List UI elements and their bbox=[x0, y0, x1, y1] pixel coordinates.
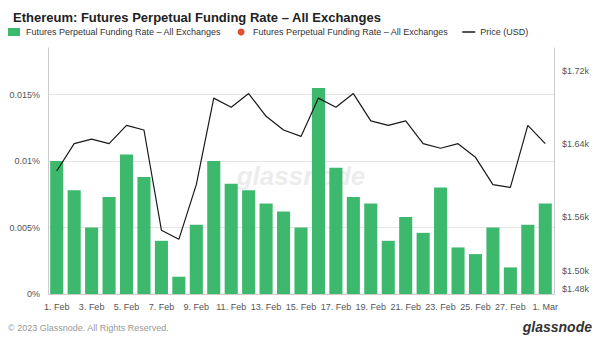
svg-text:13. Feb: 13. Feb bbox=[251, 302, 282, 312]
svg-text:Futures Perpetual Funding Rate: Futures Perpetual Funding Rate – All Exc… bbox=[253, 27, 448, 37]
svg-text:glassnode: glassnode bbox=[522, 319, 592, 335]
svg-text:3. Feb: 3. Feb bbox=[79, 302, 105, 312]
svg-text:$1.50k: $1.50k bbox=[562, 266, 590, 276]
svg-text:27. Feb: 27. Feb bbox=[495, 302, 526, 312]
svg-text:23. Feb: 23. Feb bbox=[425, 302, 456, 312]
svg-text:17. Feb: 17. Feb bbox=[321, 302, 352, 312]
svg-text:glassnode: glassnode bbox=[236, 161, 366, 191]
svg-text:0%: 0% bbox=[27, 289, 40, 299]
svg-text:7. Feb: 7. Feb bbox=[149, 302, 175, 312]
svg-text:9. Feb: 9. Feb bbox=[184, 302, 210, 312]
svg-text:Price (USD): Price (USD) bbox=[480, 27, 528, 37]
svg-text:1. Mar: 1. Mar bbox=[533, 302, 559, 312]
svg-text:19. Feb: 19. Feb bbox=[356, 302, 387, 312]
svg-text:1. Feb: 1. Feb bbox=[44, 302, 70, 312]
svg-text:$1.64k: $1.64k bbox=[562, 139, 590, 149]
svg-text:Ethereum: Futures Perpetual Fu: Ethereum: Futures Perpetual Funding Rate… bbox=[13, 10, 381, 25]
svg-text:25. Feb: 25. Feb bbox=[460, 302, 491, 312]
svg-text:11. Feb: 11. Feb bbox=[216, 302, 246, 312]
svg-text:$1.56k: $1.56k bbox=[562, 212, 590, 222]
svg-text:0.015%: 0.015% bbox=[9, 90, 40, 100]
svg-text:5. Feb: 5. Feb bbox=[114, 302, 140, 312]
svg-text:15. Feb: 15. Feb bbox=[286, 302, 317, 312]
svg-text:© 2023 Glassnode. All Rights R: © 2023 Glassnode. All Rights Reserved. bbox=[8, 323, 169, 333]
svg-text:Futures Perpetual Funding Rate: Futures Perpetual Funding Rate – All Exc… bbox=[26, 27, 221, 37]
svg-text:21. Feb: 21. Feb bbox=[390, 302, 421, 312]
svg-text:0.01%: 0.01% bbox=[14, 156, 40, 166]
svg-text:$1.48k: $1.48k bbox=[562, 284, 590, 294]
svg-text:0.005%: 0.005% bbox=[9, 223, 40, 233]
svg-text:$1.72k: $1.72k bbox=[562, 66, 590, 76]
